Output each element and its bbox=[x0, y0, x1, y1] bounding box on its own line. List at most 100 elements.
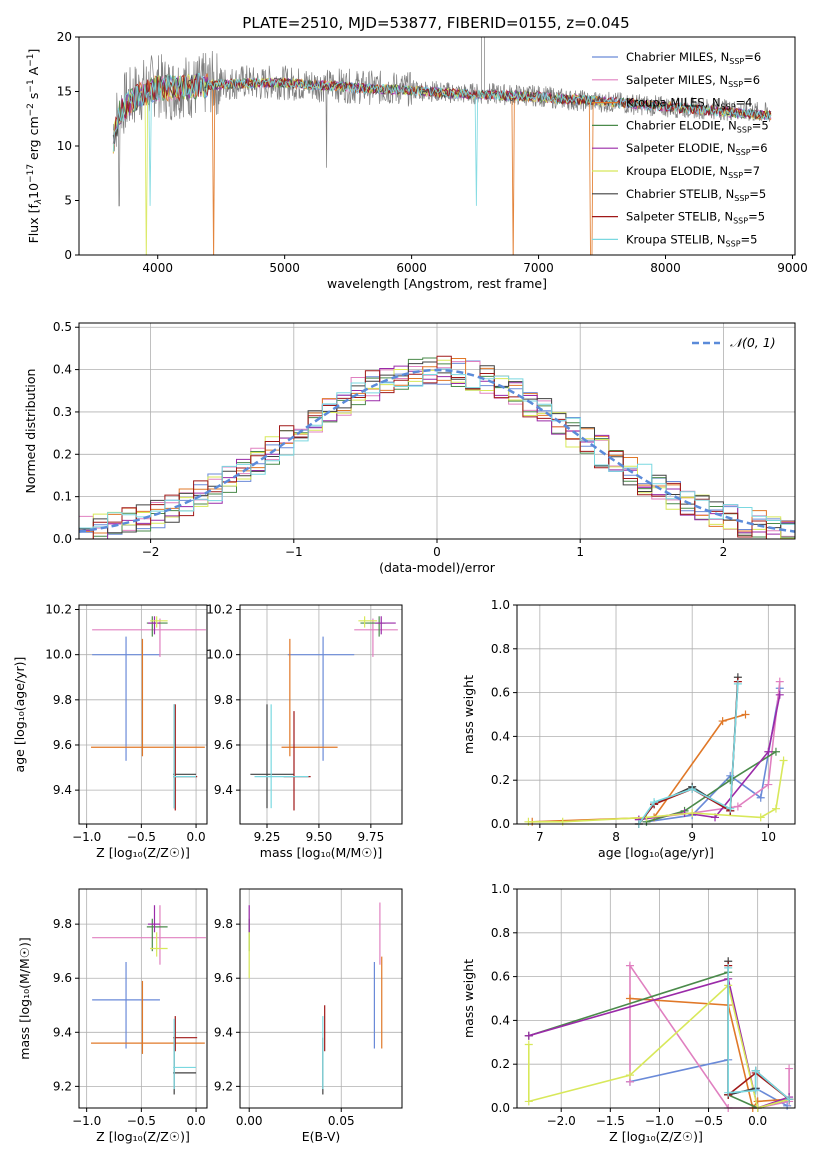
y-tick-label: 9.4 bbox=[53, 783, 72, 797]
legend-label-sub: SSP bbox=[728, 80, 743, 89]
spectrum-xlabel: wavelength [Angstrom, rest frame] bbox=[327, 276, 547, 291]
legend-label: Salpeter MILES, NSSP=6 bbox=[626, 73, 760, 89]
age_vs_mass-axes: 9.25 9.50 9.75 9.4 9.6 9.8 10.0 10.2 bbox=[206, 603, 402, 844]
mass_vs_ebv-points bbox=[248, 902, 383, 1095]
weight-marker bbox=[785, 1064, 794, 1073]
weight-marker bbox=[625, 994, 634, 1003]
ylabel-part: −17 bbox=[26, 164, 36, 183]
mass_vs_ebv-axes: 0.00 0.05 9.2 9.4 9.6 9.8 bbox=[214, 889, 402, 1128]
normal-curve bbox=[78, 368, 796, 533]
legend-label-suffix: =5 bbox=[749, 187, 766, 201]
spectrum-ylabel: Flux [fλ10−17 erg cm−2 s−1 A−1] bbox=[26, 49, 44, 244]
x-tick-label: −2.0 bbox=[547, 1114, 576, 1128]
x-tick-label: 4000 bbox=[142, 261, 173, 275]
y-tick-label: 1.0 bbox=[491, 882, 510, 896]
legend-label: Kroupa MILES, NSSP=4 bbox=[626, 96, 752, 112]
mass_vs_z-axes: −1.0 −0.5 0.0 9.2 9.4 9.6 9.8 bbox=[53, 889, 207, 1128]
weight-line bbox=[629, 963, 790, 1109]
age_vs_z-xlabel: Z [log₁₀(Z/Z☉)] bbox=[96, 845, 190, 860]
normal-legend-label: 𝒩(0, 1) bbox=[730, 335, 776, 350]
ylabel-part: −1 bbox=[26, 79, 36, 92]
y-tick-label: 0 bbox=[64, 248, 72, 262]
weight-marker bbox=[741, 710, 750, 719]
legend-label-sub: SSP bbox=[734, 194, 749, 203]
y-tick-label: 9.2 bbox=[214, 1079, 233, 1093]
x-tick-label: −1 bbox=[285, 545, 303, 559]
weight-marker bbox=[764, 780, 773, 789]
y-tick-label: 9.8 bbox=[214, 917, 233, 931]
x-tick-label: 7 bbox=[536, 830, 544, 844]
weight-marker bbox=[688, 809, 697, 818]
legend-label-sub: SSP bbox=[736, 148, 751, 157]
x-tick-label: 6000 bbox=[396, 261, 427, 275]
spectrum-plot bbox=[112, 37, 772, 255]
y-tick-label: 9.6 bbox=[214, 738, 233, 752]
x-tick-label: 9.50 bbox=[306, 830, 333, 844]
legend-label-suffix: =5 bbox=[748, 210, 765, 224]
spectrum-lines bbox=[112, 37, 772, 255]
legend-label-suffix: =6 bbox=[751, 141, 768, 155]
y-tick-label: 20 bbox=[57, 30, 72, 44]
x-tick-label: 0.0 bbox=[187, 830, 206, 844]
y-tick-label: 15 bbox=[57, 85, 72, 99]
weight-marker bbox=[718, 717, 727, 726]
y-tick-label: 0.0 bbox=[491, 817, 510, 831]
legend-label-text: Chabrier ELODIE, N bbox=[626, 118, 737, 132]
weight-marker bbox=[771, 747, 780, 756]
weight-marker bbox=[751, 1086, 760, 1095]
legend-label-sub: SSP bbox=[726, 239, 741, 248]
spectrum-frame bbox=[78, 36, 796, 256]
mass_weight_vs_z-series bbox=[524, 957, 794, 1112]
weight-marker bbox=[558, 817, 567, 826]
legend-label-suffix: =7 bbox=[743, 164, 760, 178]
age_vs_z-axes: −1.0 −0.5 0.0 9.4 9.6 9.8 10.0 10.2 bbox=[45, 603, 207, 844]
y-tick-label: 0.0 bbox=[491, 1101, 510, 1115]
legend-label-sub: SSP bbox=[737, 125, 752, 134]
legend-label-sub: SSP bbox=[733, 217, 748, 226]
weight-marker bbox=[524, 1040, 533, 1049]
x-tick-label: 9000 bbox=[777, 261, 808, 275]
ylabel-part: 10 bbox=[26, 183, 41, 199]
y-tick-label: 9.4 bbox=[214, 783, 233, 797]
y-tick-label: 5 bbox=[64, 194, 72, 208]
weight-line bbox=[528, 983, 790, 1109]
weight-marker bbox=[779, 756, 788, 765]
y-tick-label: 10.2 bbox=[45, 603, 72, 617]
legend-label-sub: SSP bbox=[721, 103, 736, 112]
weight-line bbox=[727, 961, 790, 1100]
legend-label-text: Salpeter STELIB, N bbox=[626, 210, 733, 224]
weight-marker bbox=[625, 1071, 634, 1080]
ylabel-part: A bbox=[26, 66, 41, 79]
weight-line bbox=[532, 713, 746, 823]
legend-label-text: Salpeter MILES, N bbox=[626, 73, 728, 87]
x-tick-label: −1.0 bbox=[72, 830, 101, 844]
weight-line bbox=[646, 751, 777, 823]
mass_vs_z-frame bbox=[78, 888, 208, 1109]
y-tick-label: 9.8 bbox=[53, 693, 72, 707]
y-tick-label: 9.8 bbox=[214, 693, 233, 707]
legend-label: Chabrier ELODIE, NSSP=5 bbox=[626, 118, 769, 134]
weight-line bbox=[727, 967, 790, 1100]
mass_weight_vs_z-axes: −2.0 −1.5 −1.0 −0.5 0.0 0.0 0.2 0.4 0.6 0.8 1.0 bbox=[491, 882, 795, 1128]
residuals-frame bbox=[78, 322, 796, 540]
ylabel-part: Flux [f bbox=[26, 204, 41, 244]
x-tick-label: −1.0 bbox=[645, 1114, 674, 1128]
mass_vs_ebv-xlabel: E(B-V) bbox=[302, 1129, 341, 1144]
legend-label-suffix: =6 bbox=[743, 73, 760, 87]
age_vs_z-frame bbox=[78, 604, 208, 825]
weight-marker bbox=[775, 690, 784, 699]
x-tick-label: 7000 bbox=[523, 261, 554, 275]
model-spectrum-line bbox=[112, 72, 772, 206]
weight-marker bbox=[650, 798, 659, 807]
x-tick-label: 0.05 bbox=[328, 1114, 355, 1128]
legend-label: Chabrier MILES, NSSP=6 bbox=[626, 50, 761, 66]
y-tick-label: 0.0 bbox=[53, 532, 72, 546]
legend-label-sub: SSP bbox=[728, 171, 743, 180]
mass_vs_z-xlabel: Z [log₁₀(Z/Z☉)] bbox=[96, 1129, 190, 1144]
age_vs_mass-xlabel: mass [log₁₀(M/M☉)] bbox=[260, 845, 382, 860]
legend-label: Kroupa ELODIE, NSSP=7 bbox=[626, 164, 760, 180]
y-tick-label: 0.6 bbox=[491, 970, 510, 984]
x-tick-label: 9.75 bbox=[357, 830, 384, 844]
x-tick-label: −0.5 bbox=[127, 1114, 156, 1128]
